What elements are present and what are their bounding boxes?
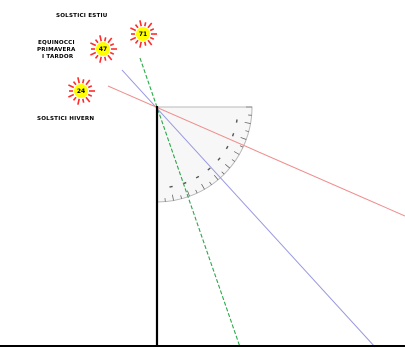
sun-ray: [147, 22, 153, 29]
sun-ray: [82, 79, 85, 84]
protractor-icon: [156, 106, 253, 203]
sun-icon-equinox: 47: [90, 35, 117, 63]
protractor-tick: [239, 145, 244, 148]
protractor-tick: [245, 130, 249, 132]
sun-ray: [85, 79, 91, 86]
sun-ray: [85, 96, 91, 103]
sun-ray: [87, 93, 93, 97]
sun-ray: [130, 27, 137, 32]
sun-ray: [104, 37, 107, 42]
sun-ray: [144, 22, 147, 27]
sun-ray: [104, 56, 107, 61]
protractor-mark: [231, 132, 235, 137]
protractor-tick: [233, 151, 240, 155]
sun-ray: [134, 24, 139, 29]
sun-ray: [107, 37, 113, 44]
sun-ray: [149, 28, 155, 32]
sun-ray: [109, 51, 115, 55]
label-solstici-hivern: SOLSTICI HIVERN: [37, 116, 94, 122]
protractor-mark: [195, 175, 200, 179]
sun-ray: [147, 39, 153, 46]
protractor-tick: [244, 122, 251, 124]
protractor-mark: [235, 119, 238, 123]
label-equinocci-line3: I TARDOR: [42, 54, 74, 60]
sun-ray: [94, 54, 99, 59]
sun-ray: [130, 36, 137, 41]
sun-ray: [77, 77, 80, 84]
protractor-tick: [209, 181, 212, 186]
protractor-tick: [221, 171, 225, 175]
protractor-tick: [172, 194, 174, 201]
sun-ray: [68, 84, 75, 89]
equinox-sun-ray-line: [121, 69, 376, 348]
protractor-mark: [217, 157, 221, 161]
sun-ray: [90, 42, 97, 47]
sun-value-equinox: 47: [99, 46, 107, 53]
protractor-mark: [225, 145, 229, 150]
protractor-tick: [201, 183, 205, 190]
sun-ray: [68, 93, 75, 98]
protractor-tick: [180, 195, 182, 199]
label-equinocci-line1: EQUINOCCI: [38, 40, 75, 46]
winter-sun-ray-line: [107, 85, 405, 217]
sun-icon-winter: 24: [68, 77, 95, 105]
protractor-tick: [213, 174, 219, 180]
protractor-mark: [207, 167, 211, 171]
sun-ray: [82, 98, 85, 103]
sun-ray: [99, 56, 102, 63]
protractor-mark: [169, 185, 173, 188]
label-solstici-estiu: SOLSTICI ESTIU: [56, 13, 108, 19]
sun-ray: [139, 41, 142, 48]
sun-ray: [72, 81, 77, 86]
sun-ray: [149, 36, 155, 40]
sun-ray: [99, 35, 102, 42]
sun-ray: [107, 54, 113, 61]
protractor-tick: [231, 159, 236, 162]
sun-value-winter: 24: [77, 88, 85, 95]
label-equinocci-line2: PRIMAVERA: [37, 47, 76, 53]
sun-ray: [139, 20, 142, 27]
sun-value-summer: 71: [139, 31, 147, 38]
sun-icon-summer: 71: [130, 20, 157, 48]
protractor-tick: [187, 190, 190, 197]
sun-ray: [109, 43, 115, 47]
sun-ray: [134, 39, 139, 44]
sun-ray: [144, 41, 147, 46]
sun-ray: [77, 98, 80, 105]
sun-ray: [87, 85, 93, 89]
protractor-tick: [195, 189, 198, 194]
protractor-tick: [240, 137, 247, 140]
protractor-tick: [224, 163, 230, 169]
sun-ray: [94, 39, 99, 44]
sun-ray: [72, 96, 77, 101]
summer-sun-ray-line: [139, 57, 241, 348]
sun-ray: [90, 51, 97, 56]
